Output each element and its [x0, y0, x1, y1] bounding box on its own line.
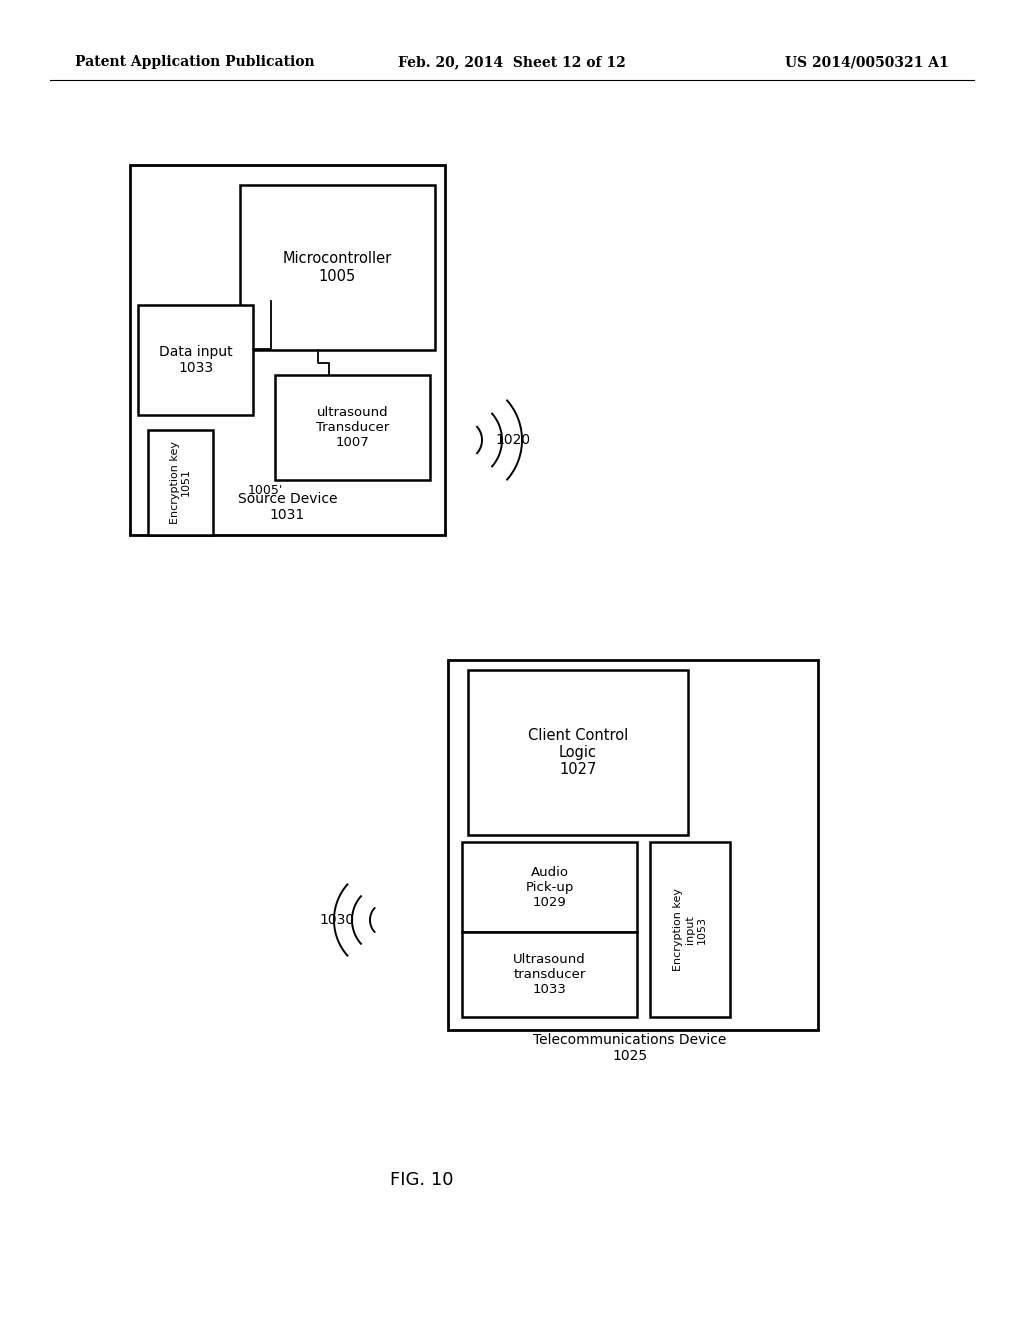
Text: 1020: 1020	[495, 433, 530, 447]
Text: 1005': 1005'	[248, 483, 284, 496]
Bar	[130, 165, 445, 535]
Text: Patent Application Publication: Patent Application Publication	[75, 55, 314, 69]
Text: Encryption key
input
1053: Encryption key input 1053	[674, 888, 707, 972]
Bar	[462, 842, 637, 932]
Text: Telecommunications Device
1025: Telecommunications Device 1025	[534, 1032, 727, 1063]
Bar	[650, 842, 730, 1016]
Text: Microcontroller
1005: Microcontroller 1005	[283, 251, 392, 284]
Bar	[138, 305, 253, 414]
Text: Ultrasound
transducer
1033: Ultrasound transducer 1033	[513, 953, 586, 997]
Text: Client Control
Logic
1027: Client Control Logic 1027	[528, 727, 628, 777]
Text: Data input
1033: Data input 1033	[159, 345, 232, 375]
Bar	[228, 176, 443, 484]
Text: US 2014/0050321 A1: US 2014/0050321 A1	[785, 55, 949, 69]
Bar	[468, 671, 688, 836]
Bar	[275, 375, 430, 480]
Text: FIG. 10: FIG. 10	[390, 1171, 454, 1189]
Bar	[462, 932, 637, 1016]
Text: 1030: 1030	[319, 913, 355, 927]
Bar	[449, 660, 818, 1030]
Text: Feb. 20, 2014  Sheet 12 of 12: Feb. 20, 2014 Sheet 12 of 12	[398, 55, 626, 69]
Text: Source Device
1031: Source Device 1031	[238, 492, 337, 523]
Bar	[148, 430, 213, 535]
Text: ultrasound
Transducer
1007: ultrasound Transducer 1007	[315, 407, 389, 449]
Text: Encryption key
1051: Encryption key 1051	[170, 441, 191, 524]
Bar	[240, 185, 435, 350]
Text: Audio
Pick-up
1029: Audio Pick-up 1029	[525, 866, 573, 908]
